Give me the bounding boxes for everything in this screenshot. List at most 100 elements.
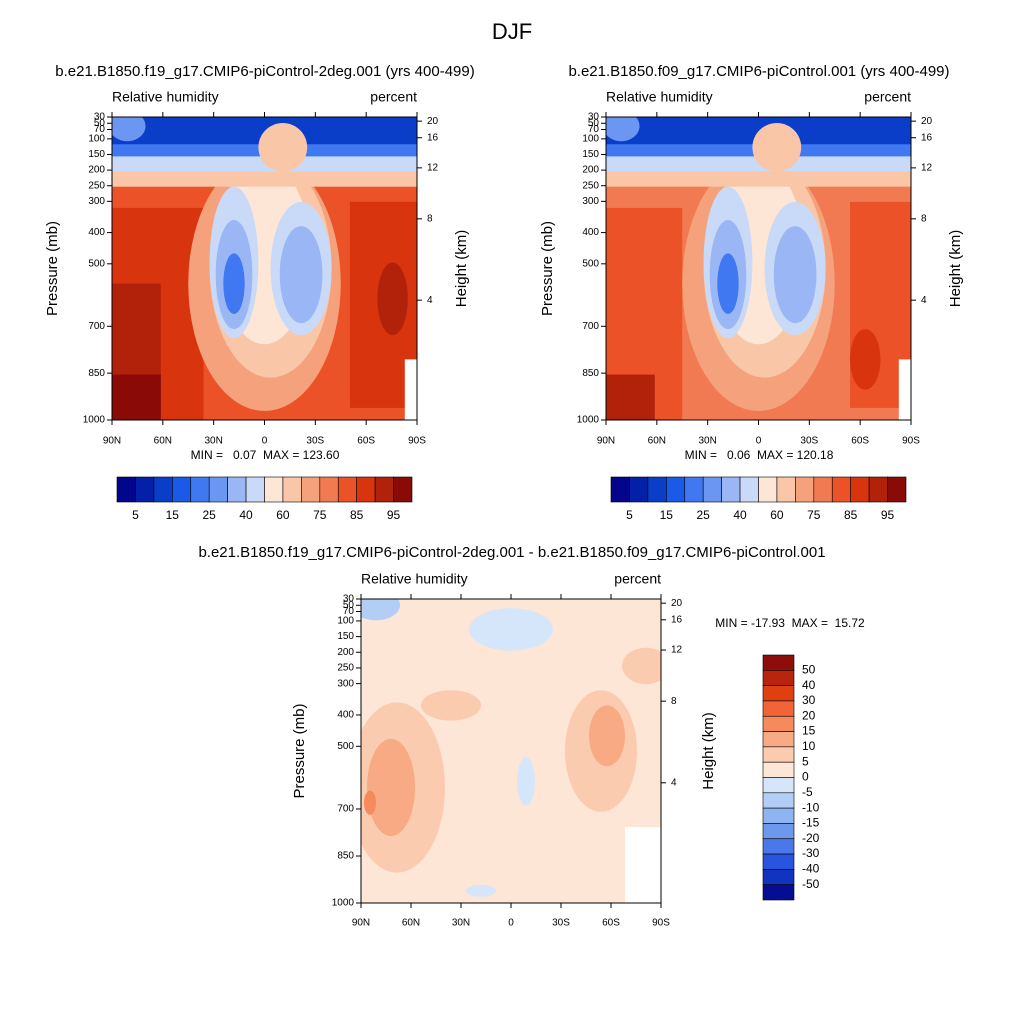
y2-tick-label: 8 — [671, 696, 677, 707]
contour-region — [377, 262, 408, 336]
colorbar-box — [301, 476, 321, 503]
right-label: percent — [614, 571, 661, 587]
x-tick-label: 60S — [602, 918, 620, 929]
colorbar-box — [762, 884, 795, 901]
colorbar-box — [762, 823, 795, 840]
y-tick-label: 400 — [582, 227, 599, 238]
x-tick-label: 90N — [352, 918, 370, 929]
x-tick-label: 0 — [262, 436, 268, 447]
x-tick-label: 90S — [902, 436, 920, 447]
colorbar-box — [702, 476, 722, 503]
y2-tick-label: 4 — [671, 777, 677, 788]
colorbar-label: -50 — [802, 877, 820, 891]
colorbar-label: 85 — [350, 508, 364, 522]
colorbar-box — [282, 476, 302, 503]
y2-tick-label: 4 — [921, 295, 927, 306]
colorbar-box — [356, 476, 376, 503]
colorbar-box — [337, 476, 357, 503]
colorbar-label: 15 — [802, 724, 816, 738]
x-tick-label: 60S — [851, 436, 869, 447]
colorbar-box — [762, 731, 795, 748]
colorbar-label: 25 — [203, 508, 217, 522]
colorbar-box — [762, 670, 795, 686]
colorbar-box — [647, 476, 667, 503]
y-tick-label: 300 — [582, 196, 599, 207]
colorbar-box — [762, 807, 795, 824]
contour-region — [898, 359, 911, 420]
x-tick-label: 90N — [103, 436, 121, 447]
colorbar-box — [762, 869, 795, 885]
y2-axis-label: Height (km) — [947, 230, 964, 308]
y-tick-label: 1000 — [577, 415, 600, 426]
contour-region — [361, 599, 400, 621]
colorbar-label: 75 — [807, 508, 821, 522]
left-label: Relative humidity — [112, 89, 219, 105]
x-tick-label: 60N — [154, 436, 172, 447]
contour-region — [625, 827, 661, 903]
colorbar-label: -20 — [802, 831, 820, 845]
colorbar-label: 85 — [844, 508, 858, 522]
colorbar-box — [776, 476, 796, 503]
colorbar-label: -10 — [802, 800, 820, 814]
colorbar-box — [762, 792, 795, 809]
y2-tick-label: 20 — [427, 116, 439, 127]
colorbar-label: 40 — [802, 678, 816, 692]
colorbar-box — [190, 476, 210, 503]
colorbar-box — [762, 853, 795, 870]
y-tick-label: 100 — [582, 134, 599, 145]
colorbar-label: 0 — [802, 770, 809, 784]
y-tick-label: 1000 — [83, 415, 106, 426]
colorbar-box — [762, 715, 795, 732]
y-axis-label: Pressure (mb) — [44, 221, 61, 316]
colorbar-box — [245, 476, 265, 503]
contour-region — [404, 359, 417, 420]
x-tick-label: 0 — [756, 436, 762, 447]
contour-region — [517, 757, 535, 806]
y-tick-label: 250 — [582, 180, 599, 191]
min-max: MIN = -17.93 MAX = 15.72 — [715, 616, 865, 630]
x-tick-label: 30N — [204, 436, 222, 447]
contour-region — [279, 226, 323, 324]
panel-title: b.e21.B1850.f19_g17.CMIP6-piControl-2deg… — [55, 63, 474, 80]
y-axis-label: Pressure (mb) — [539, 221, 556, 316]
y-tick-label: 150 — [88, 149, 105, 160]
y2-tick-label: 8 — [427, 213, 433, 224]
x-tick-label: 60N — [402, 918, 420, 929]
colorbar-box — [208, 476, 228, 503]
colorbar-label: 10 — [802, 739, 816, 753]
y-tick-label: 50 — [94, 118, 106, 129]
y-tick-label: 30 — [343, 594, 355, 605]
y2-tick-label: 16 — [427, 132, 439, 143]
colorbar-box — [374, 476, 394, 503]
colorbar-box — [153, 476, 173, 503]
colorbar-label: 60 — [770, 508, 784, 522]
colorbar-label: 30 — [802, 693, 816, 707]
colorbar-label: -15 — [802, 816, 820, 830]
colorbar-label: 5 — [132, 508, 139, 522]
contour-region — [258, 123, 308, 172]
colorbar-box — [762, 777, 795, 794]
contour-region — [469, 608, 553, 651]
colorbar-box — [393, 476, 413, 503]
y-tick-label: 850 — [582, 368, 599, 379]
colorbar-box — [758, 476, 778, 503]
contour-region — [589, 705, 625, 767]
y2-axis-label: Height (km) — [453, 230, 470, 308]
colorbar-label: 40 — [239, 508, 253, 522]
y2-tick-label: 12 — [427, 163, 439, 174]
colorbar-box — [319, 476, 339, 503]
colorbar-label: 15 — [166, 508, 180, 522]
colorbar-box — [868, 476, 888, 503]
y-axis-label: Pressure (mb) — [291, 703, 308, 798]
y-tick-label: 400 — [88, 227, 105, 238]
colorbar-label: 60 — [276, 508, 290, 522]
y-tick-label: 700 — [582, 321, 599, 332]
colorbar-label: 40 — [733, 508, 747, 522]
left-label: Relative humidity — [606, 89, 713, 105]
y-tick-label: 850 — [337, 851, 354, 862]
colorbar-box — [629, 476, 649, 503]
y-tick-label: 700 — [88, 321, 105, 332]
contour-region — [367, 738, 415, 837]
colorbar-label: 5 — [802, 754, 809, 768]
contour-field — [361, 599, 661, 903]
